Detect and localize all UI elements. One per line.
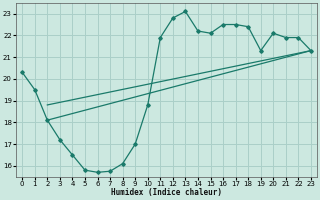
X-axis label: Humidex (Indice chaleur): Humidex (Indice chaleur) [111, 188, 222, 197]
